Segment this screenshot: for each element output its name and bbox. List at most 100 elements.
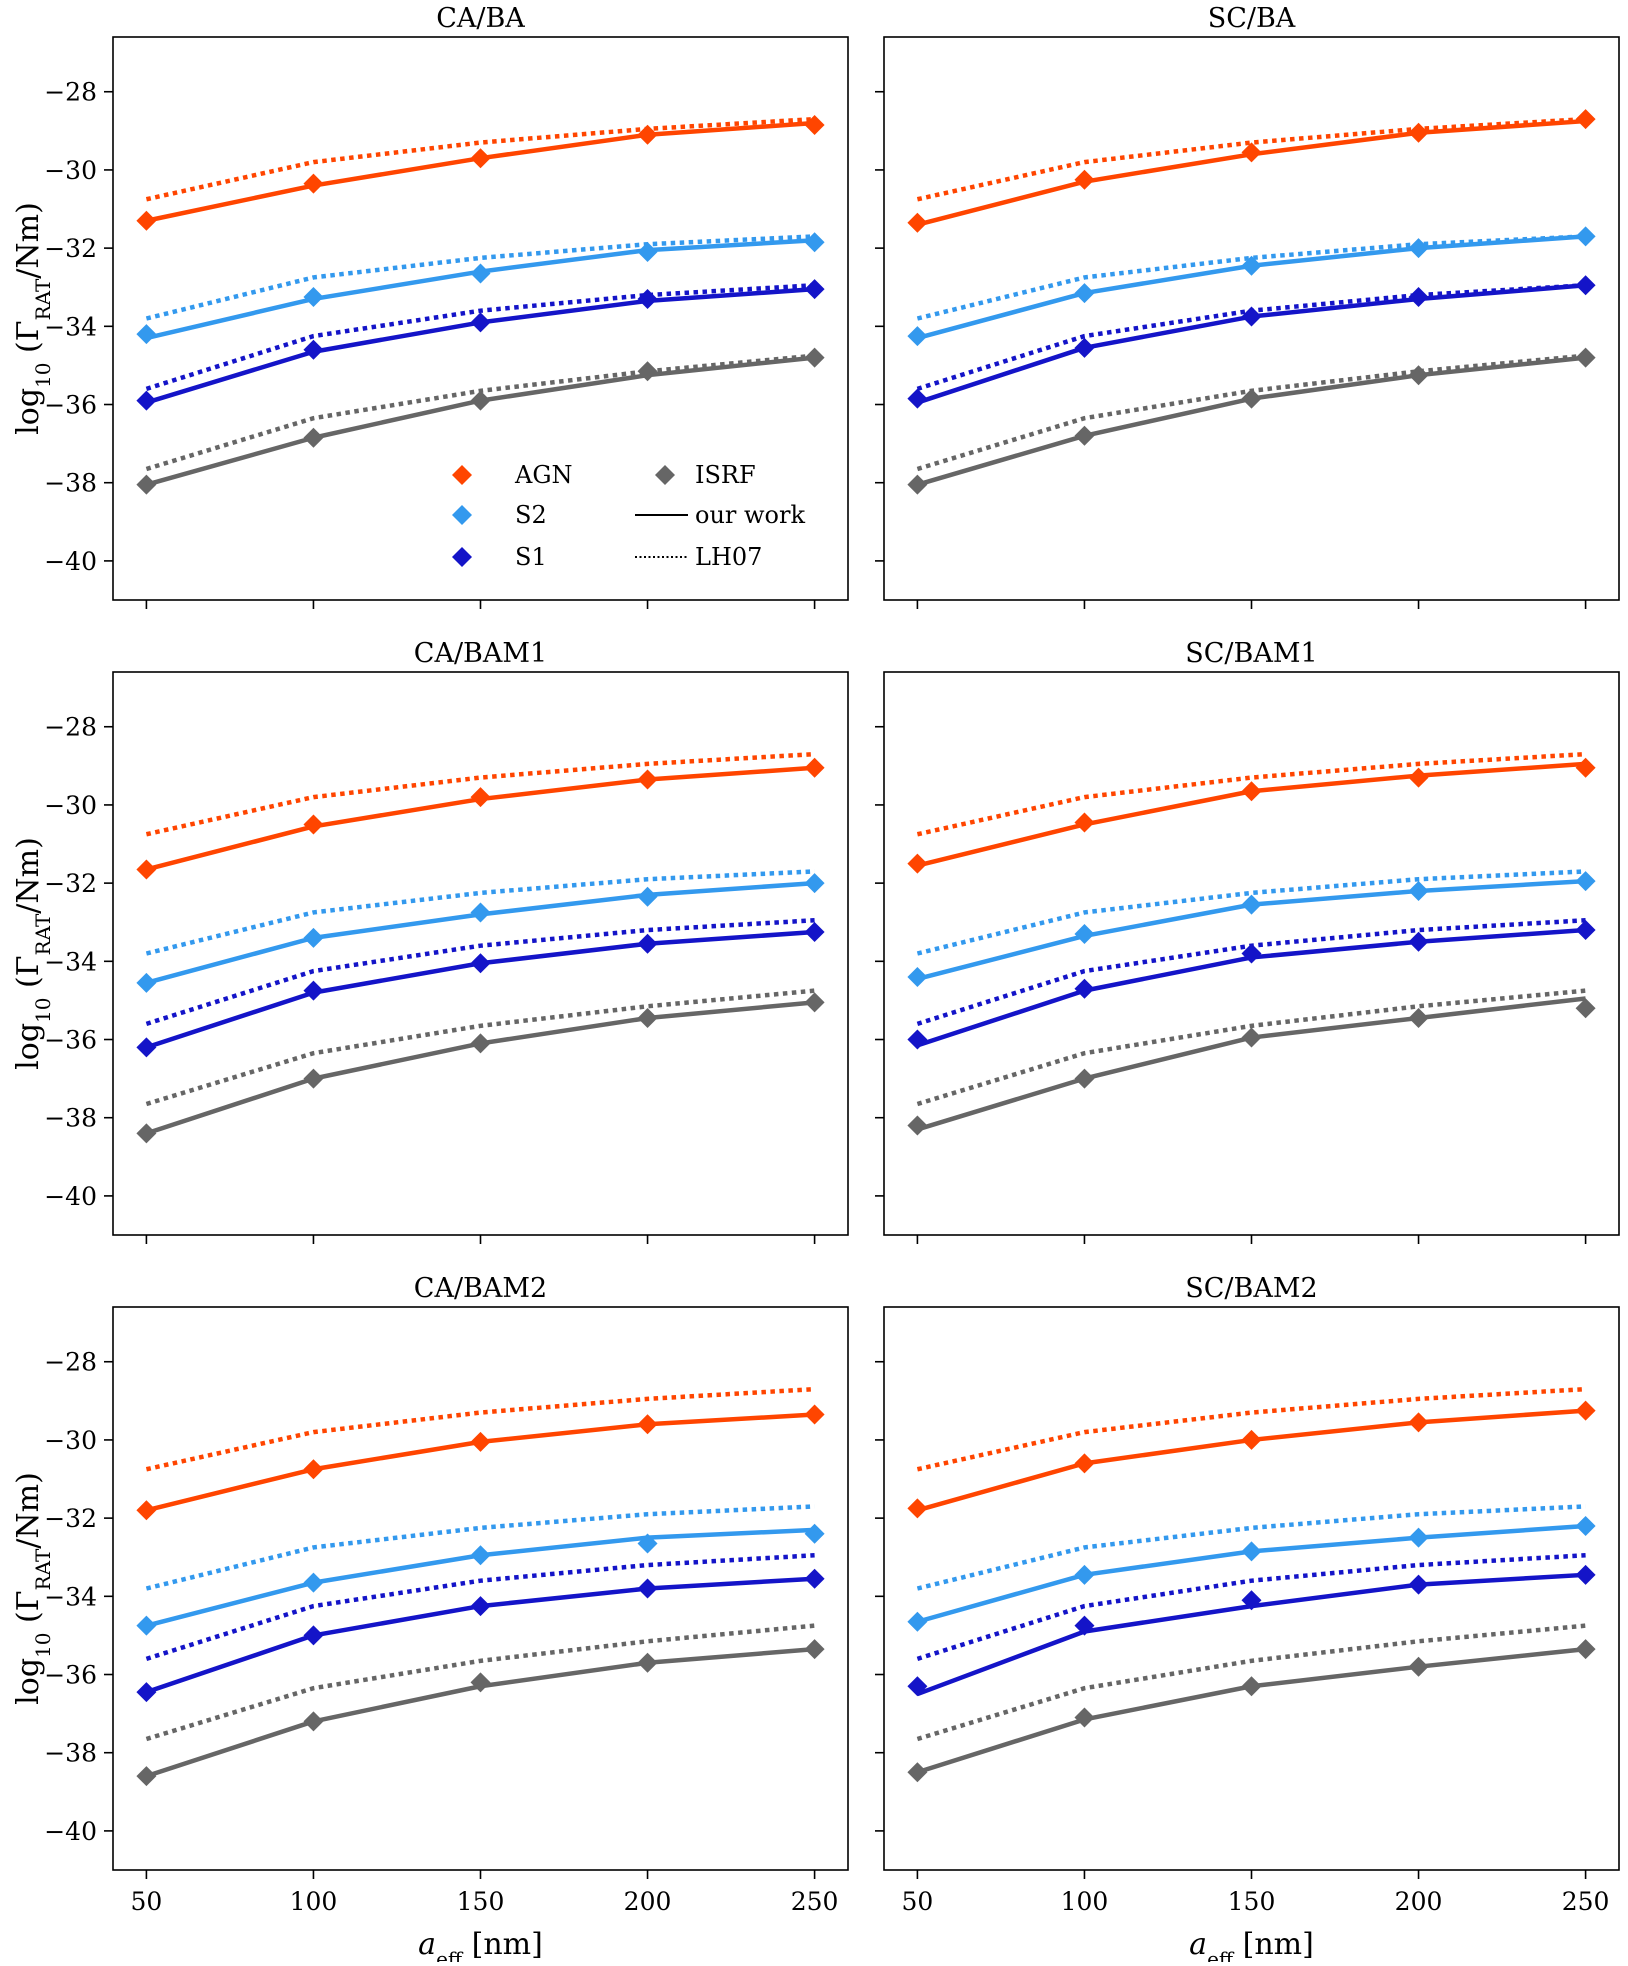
series-agn-point (1408, 767, 1429, 788)
legend-agn-marker (452, 465, 472, 485)
y-tick-label: −30 (44, 1426, 97, 1455)
series-isrf-point (303, 427, 324, 448)
series-isrf-point (1408, 365, 1429, 386)
legend-s2-marker (452, 505, 472, 525)
series-agn-point (804, 1404, 825, 1425)
series-s2-point (136, 972, 157, 993)
y-tick-label: −28 (44, 78, 97, 107)
series-s2-point (1408, 880, 1429, 901)
series-s2-point (470, 263, 491, 284)
series-s1-point (1241, 943, 1262, 964)
series-isrf-point (1575, 347, 1596, 368)
series-agn-point (1241, 1429, 1262, 1450)
series-isrf-lh07-line (916, 1623, 1586, 1742)
series-s2-point (1074, 923, 1095, 944)
panel-sc-ba: SC/BA (875, 3, 1620, 609)
x-tick-label: 250 (791, 1887, 839, 1916)
series-s2-point (907, 966, 928, 987)
x-tick-label: 150 (457, 1887, 505, 1916)
series-s2-point (303, 1572, 324, 1593)
y-tick-label: −30 (44, 791, 97, 820)
series-agn-ours-line (916, 761, 1586, 868)
series-isrf-point (303, 1711, 324, 1732)
panel-sc-bam2: SC/BAM2 50 100 150 200 250 aeff [nm] (875, 1273, 1620, 1966)
x-tick-label: 250 (1562, 1887, 1610, 1916)
y-tick-label: −40 (44, 547, 97, 576)
series-s1-point (470, 312, 491, 333)
series-s1-point (907, 1676, 928, 1697)
series-isrf-point (1241, 1027, 1262, 1048)
y-tick-label: −32 (44, 869, 97, 898)
series-isrf-point (907, 474, 928, 495)
series-isrf-point (1408, 1656, 1429, 1677)
x-tick-label: 50 (131, 1887, 163, 1916)
series-isrf-ours-line (916, 1646, 1586, 1775)
series-agn-point (1074, 812, 1095, 833)
series-agn-point (470, 1431, 491, 1452)
y-tick-label: −32 (44, 234, 97, 263)
series-isrf-ours-line (145, 1000, 815, 1136)
legend-s1-label: S1 (515, 543, 547, 571)
series-s2-point (907, 326, 928, 347)
series-s1-point (1575, 1564, 1596, 1585)
series-s1-lh07-line (916, 283, 1586, 392)
series-agn-point (1408, 122, 1429, 143)
series-s1-point (303, 980, 324, 1001)
series-s2-point (1575, 226, 1596, 247)
series-s2-point (1575, 871, 1596, 892)
series-isrf-point (136, 474, 157, 495)
series-agn-point (907, 212, 928, 233)
series-isrf-point (1074, 1707, 1095, 1728)
series-isrf-point (1074, 1068, 1095, 1089)
series-s1-point (1074, 978, 1095, 999)
legend-s1-marker (452, 547, 472, 567)
legend-isrf-marker (655, 465, 675, 485)
series-s1-point (1241, 306, 1262, 327)
series-agn-point (637, 124, 658, 145)
series-agn-lh07-line (145, 1386, 815, 1472)
series-isrf-point (1408, 1008, 1429, 1029)
y-tick-label: −36 (44, 1661, 97, 1690)
series-s1-ours-line (145, 929, 815, 1050)
series-s2-point (637, 886, 658, 907)
panel-title: CA/BAM2 (414, 1273, 547, 1304)
legend: AGN S2 S1 ISRF our work LH07 (452, 461, 805, 571)
series-s1-point (1575, 920, 1596, 941)
series-s2-point (637, 242, 658, 263)
panel-title: CA/BAM1 (414, 638, 547, 669)
series-isrf-point (136, 1123, 157, 1144)
series-isrf-ours-line (916, 996, 1586, 1132)
series-s1-point (470, 953, 491, 974)
series-s2-point (907, 1611, 928, 1632)
series-s1-point (1575, 275, 1596, 296)
series-agn-point (1074, 1453, 1095, 1474)
series-agn-ours-line (916, 1408, 1586, 1513)
y-tick-label: −28 (44, 1348, 97, 1377)
panel-title: SC/BA (1208, 3, 1296, 34)
series-s1-ours-line (916, 283, 1586, 405)
y-tick-label: −38 (44, 1739, 97, 1768)
series-agn-point (136, 210, 157, 231)
series-s1-point (136, 1682, 157, 1703)
series-s1-point (303, 339, 324, 360)
panel-ca-bam2: CA/BAM2 −28 −30 −32 −34 −36 −38 −40 50 100 150 200 2… (11, 1273, 849, 1966)
series-agn-point (136, 1500, 157, 1521)
y-tick-label: −36 (44, 391, 97, 420)
series-s1-lh07-line (916, 1553, 1586, 1662)
series-s1-lh07-line (145, 918, 815, 1027)
series-s2-point (637, 1533, 658, 1554)
series-s1-point (804, 921, 825, 942)
series-agn-point (1575, 1400, 1596, 1421)
y-tick-label: −32 (44, 1504, 97, 1533)
x-tick-label: 100 (1061, 1887, 1109, 1916)
series-agn-point (303, 173, 324, 194)
series-isrf-point (470, 390, 491, 411)
series-isrf-point (907, 1115, 928, 1136)
series-agn-ours-line (145, 120, 815, 223)
y-tick-label: −40 (44, 1182, 97, 1211)
series-s2-lh07-line (916, 234, 1586, 321)
y-tick-label: −36 (44, 1026, 97, 1055)
series-isrf-point (303, 1068, 324, 1089)
legend-s2-label: S2 (515, 501, 547, 529)
